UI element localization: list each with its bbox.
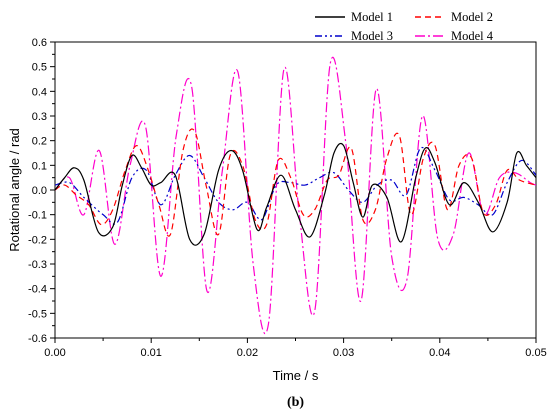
y-tick-label: 0.5	[32, 62, 47, 74]
plot-area	[54, 41, 537, 339]
y-tick-label: -0.4	[28, 284, 47, 296]
y-axis-title: Rotational angle / rad	[7, 128, 22, 252]
y-tick-label: -0.2	[28, 234, 47, 246]
series-layer	[55, 56, 536, 335]
x-axis-title: Time / s	[273, 368, 319, 383]
x-tick-label: 0.01	[140, 347, 161, 359]
x-tick-label: 0.04	[429, 347, 450, 359]
y-axis: -0.6 -0.5 -0.4 -0.3 -0.2 -0.1 0.0 0.1 0.2 0.3 0.4 0…	[28, 37, 55, 345]
plot-frame	[54, 41, 537, 339]
y-tick-label: 0.2	[32, 136, 47, 148]
y-tick-label: 0.4	[32, 86, 47, 98]
series-line-model-3	[55, 146, 536, 225]
y-tick-label: -0.6	[28, 333, 47, 345]
y-tick-label: -0.1	[28, 210, 47, 222]
y-tick-label: 0.6	[32, 37, 47, 49]
legend: Model 1 Model 2 Model 3 Model 4	[315, 10, 494, 43]
y-tick-label: -0.5	[28, 308, 47, 320]
legend-label: Model 3	[351, 29, 393, 43]
y-tick-label: -0.3	[28, 259, 47, 271]
x-tick-label: 0.02	[237, 347, 258, 359]
x-tick-label: 0.00	[44, 347, 65, 359]
legend-label: Model 2	[451, 10, 493, 24]
series-line-model-4	[55, 56, 536, 335]
y-tick-label: 0.3	[32, 111, 47, 123]
x-tick-label: 0.03	[333, 347, 354, 359]
y-tick-label: 0.0	[32, 185, 47, 197]
y-tick-label: 0.1	[32, 160, 47, 172]
series-line-model-2	[55, 128, 536, 237]
legend-label: Model 1	[351, 10, 393, 24]
series-line-model-1	[55, 142, 536, 246]
panel-label: (b)	[287, 395, 304, 410]
x-tick-label: 0.05	[525, 347, 546, 359]
x-axis: 0.00 0.01 0.02 0.03 0.04 0.05	[44, 338, 547, 359]
legend-label: Model 4	[451, 29, 494, 43]
